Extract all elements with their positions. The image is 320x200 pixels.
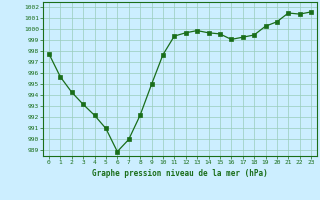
X-axis label: Graphe pression niveau de la mer (hPa): Graphe pression niveau de la mer (hPa) xyxy=(92,169,268,178)
